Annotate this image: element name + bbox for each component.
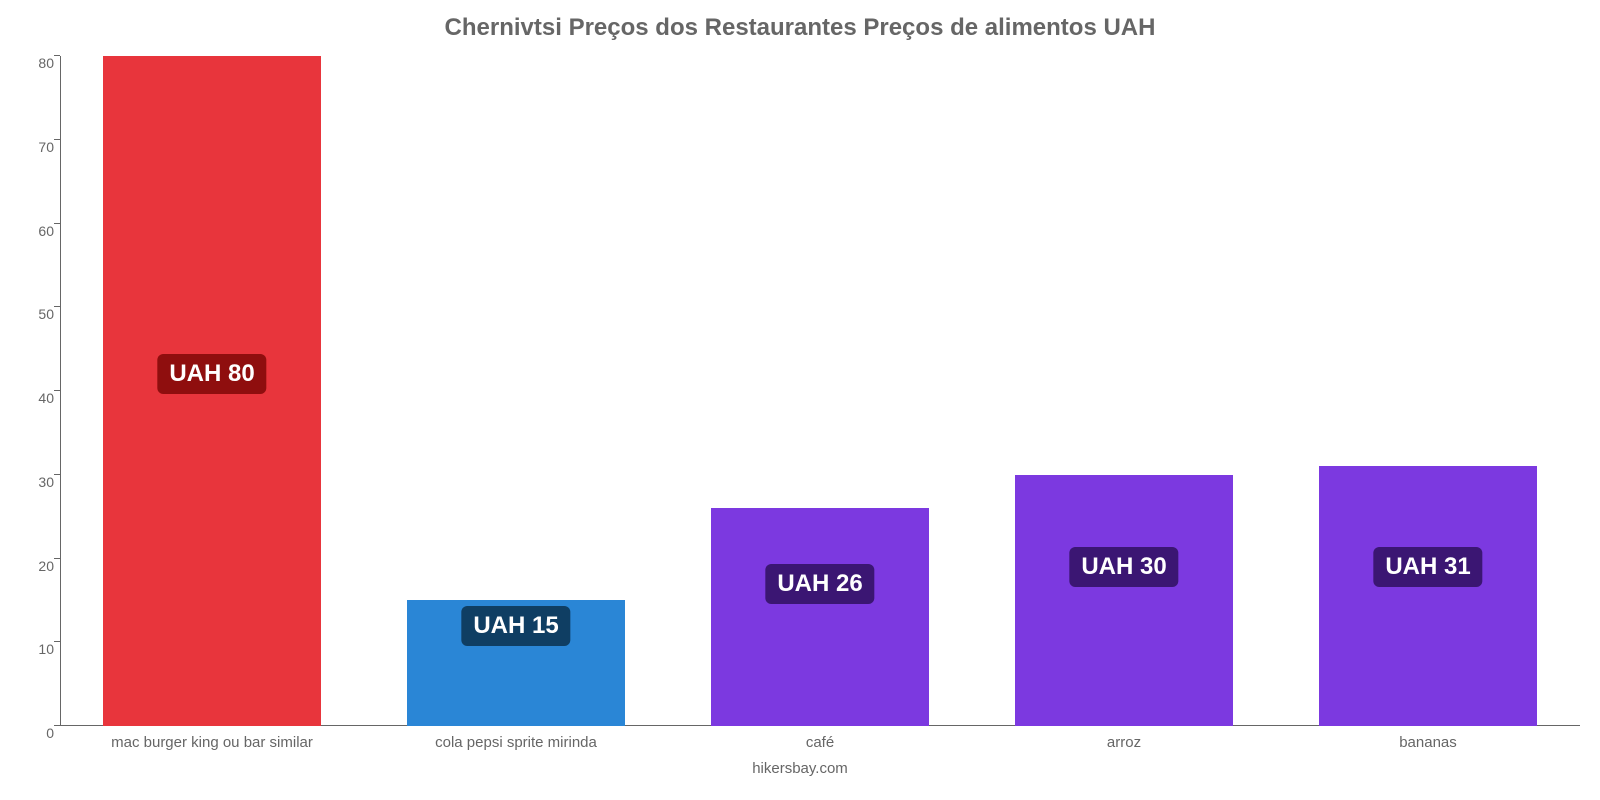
bar [711, 508, 930, 726]
x-tick-label: cola pepsi sprite mirinda [435, 734, 597, 751]
y-tick-label: 80 [38, 55, 54, 71]
x-tick-label: arroz [1107, 734, 1141, 751]
bars-layer: UAH 80 UAH 15 UAH 26 UAH 30 UAH 31 [60, 56, 1580, 726]
bar-value-label: UAH 30 [1069, 547, 1178, 587]
y-tick-label: 50 [38, 306, 54, 322]
chart-footer: hikersbay.com [0, 760, 1600, 777]
x-tick-label: bananas [1399, 734, 1457, 751]
chart-title: Chernivtsi Preços dos Restaurantes Preço… [0, 0, 1600, 42]
plot-area: 01020304050607080 UAH 80UAH 15UAH 26UAH … [60, 56, 1580, 726]
bar-value-label: UAH 31 [1373, 547, 1482, 587]
bar [1015, 475, 1234, 726]
x-tick-label: mac burger king ou bar similar [111, 734, 313, 751]
y-tick-label: 40 [38, 390, 54, 406]
bar-value-label: UAH 26 [765, 564, 874, 604]
y-tick-label: 30 [38, 474, 54, 490]
bar-value-label: UAH 80 [157, 354, 266, 394]
y-tick-label: 70 [38, 139, 54, 155]
y-tick-label: 0 [46, 725, 54, 741]
bar [1319, 466, 1538, 726]
y-tick-label: 20 [38, 558, 54, 574]
x-tick-label: café [806, 734, 834, 751]
chart-container: Chernivtsi Preços dos Restaurantes Preço… [0, 0, 1600, 800]
y-tick-label: 10 [38, 641, 54, 657]
y-tick-label: 60 [38, 223, 54, 239]
bar-value-label: UAH 15 [461, 606, 570, 646]
